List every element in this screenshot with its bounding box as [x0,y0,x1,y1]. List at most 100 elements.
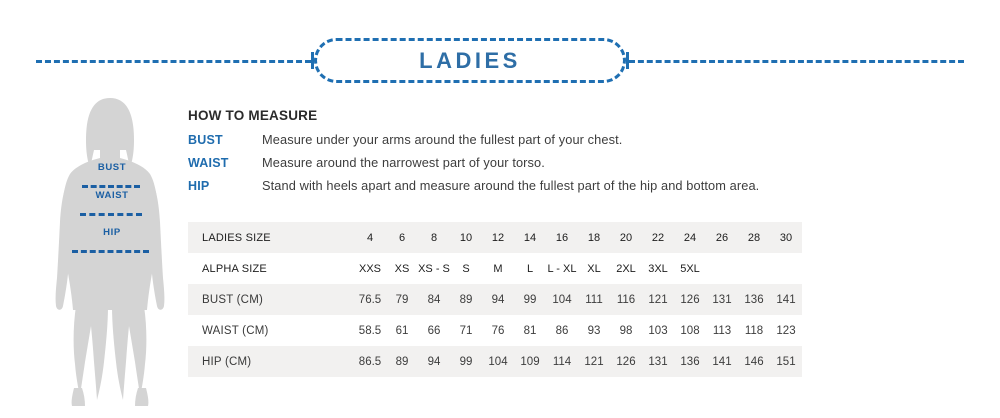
table-cell: 14 [523,231,537,244]
table-row: BUST (CM) 76.5 79 84 89 94 99 104 111 116 121 126 13… [188,284,802,315]
table-cell: 10 [459,231,473,244]
table-cell: S [462,262,470,275]
header-dashed-rule-right [629,60,964,63]
size-chart-table: LADIES SIZE 4 6 8 10 12 14 16 18 20 22 24 26 28 30 ALPH… [188,222,802,377]
table-cell: 76.5 [358,293,382,306]
how-to-measure-row-hip: HIP Stand with heels apart and measure a… [188,178,928,201]
table-cell: 16 [555,231,569,244]
how-to-measure-section: HOW TO MEASURE BUST Measure under your a… [188,108,928,201]
table-row: HIP (CM) 86.5 89 94 99 104 109 114 121 126 131 136 1… [188,346,802,377]
table-cell: 94 [491,293,505,306]
table-row: WAIST (CM) 58.5 61 66 71 76 81 86 93 98 103 108 113 1… [188,315,802,346]
table-cell: 86.5 [358,355,382,368]
table-cell: 79 [395,293,409,306]
table-cell: 113 [712,324,732,337]
table-row-label: HIP (CM) [202,355,252,368]
table-cell: 22 [651,231,665,244]
table-cell: 76 [491,324,505,337]
table-cell: 18 [587,231,601,244]
table-cell [738,253,770,284]
table-cell: 131 [648,355,668,368]
header-band: LADIES [0,38,1000,84]
how-to-measure-row-waist: WAIST Measure around the narrowest part … [188,155,928,178]
table-cell: 126 [616,355,636,368]
table-cell: 6 [398,231,406,244]
table-cell: 103 [648,324,668,337]
table-cell: 141 [776,293,796,306]
table-cell: 136 [680,355,700,368]
table-row-label: BUST (CM) [202,293,264,306]
table-cell: 12 [491,231,505,244]
table-cell: 131 [712,293,732,306]
table-cell: 109 [520,355,540,368]
how-to-measure-row-bust: BUST Measure under your arms around the … [188,132,928,155]
table-cell: 61 [395,324,409,337]
table-cell: 98 [619,324,633,337]
table-cell: 93 [587,324,601,337]
table-cell: 141 [712,355,732,368]
table-cell: 66 [427,324,441,337]
how-to-measure-key-waist: WAIST [188,156,229,170]
table-cell: 136 [744,293,764,306]
table-cell: 121 [584,355,604,368]
table-cell: 121 [648,293,668,306]
table-cell: 99 [459,355,473,368]
table-cell: 94 [427,355,441,368]
table-cell: 58.5 [358,324,382,337]
table-row-label: WAIST (CM) [202,324,269,337]
waist-measure-line [80,213,142,216]
body-silhouette-figure: BUST WAIST HIP [40,92,180,412]
table-cell: 108 [680,324,700,337]
page-title: LADIES [419,47,521,73]
table-cell: 2XL [616,262,636,275]
how-to-measure-desc-hip: Stand with heels apart and measure aroun… [262,178,760,193]
table-cell: XXS [358,262,381,275]
size-chart-table-body: LADIES SIZE 4 6 8 10 12 14 16 18 20 22 24 26 28 30 ALPH… [188,222,802,377]
table-cell [770,253,802,284]
table-cell: L - XL [547,262,577,275]
figure-label-bust: BUST [97,162,127,173]
how-to-measure-key-bust: BUST [188,133,223,147]
table-cell: 5XL [680,262,700,275]
header-tick-right [626,52,629,69]
table-cell: 71 [459,324,473,337]
table-cell: 81 [523,324,537,337]
table-row: LADIES SIZE 4 6 8 10 12 14 16 18 20 22 24 26 28 30 [188,222,802,253]
table-cell: 146 [744,355,764,368]
table-cell: 111 [585,293,603,306]
how-to-measure-desc-waist: Measure around the narrowest part of you… [262,155,545,170]
table-cell: 89 [459,293,473,306]
table-row-label: ALPHA SIZE [202,262,267,275]
table-cell: 118 [744,324,764,337]
table-cell: 30 [779,231,793,244]
table-cell: XS [394,262,410,275]
table-cell: L [526,262,534,275]
figure-label-waist: WAIST [95,190,129,201]
table-cell: XL [587,262,601,275]
how-to-measure-desc-bust: Measure under your arms around the fulle… [262,132,623,147]
table-cell: 24 [683,231,697,244]
table-cell: 28 [747,231,761,244]
table-cell: 126 [680,293,700,306]
table-cell: 99 [523,293,537,306]
table-cell: 104 [488,355,508,368]
figure-label-hip: HIP [103,227,121,238]
header-tick-left [311,52,314,69]
table-cell: 3XL [648,262,668,275]
table-row-label: LADIES SIZE [202,231,271,244]
table-cell [706,253,738,284]
table-cell: 89 [395,355,409,368]
female-body-silhouette-icon [55,98,165,406]
table-cell: XS - S [418,262,450,275]
table-cell: 104 [552,293,572,306]
table-cell: 116 [616,293,636,306]
table-cell: 4 [366,231,374,244]
table-cell: 20 [619,231,633,244]
table-cell: M [493,262,503,275]
table-cell: 86 [555,324,569,337]
table-cell: 26 [715,231,729,244]
how-to-measure-title: HOW TO MEASURE [188,108,318,123]
table-cell: 8 [430,231,438,244]
hip-measure-line [72,250,149,253]
table-cell: 84 [427,293,441,306]
